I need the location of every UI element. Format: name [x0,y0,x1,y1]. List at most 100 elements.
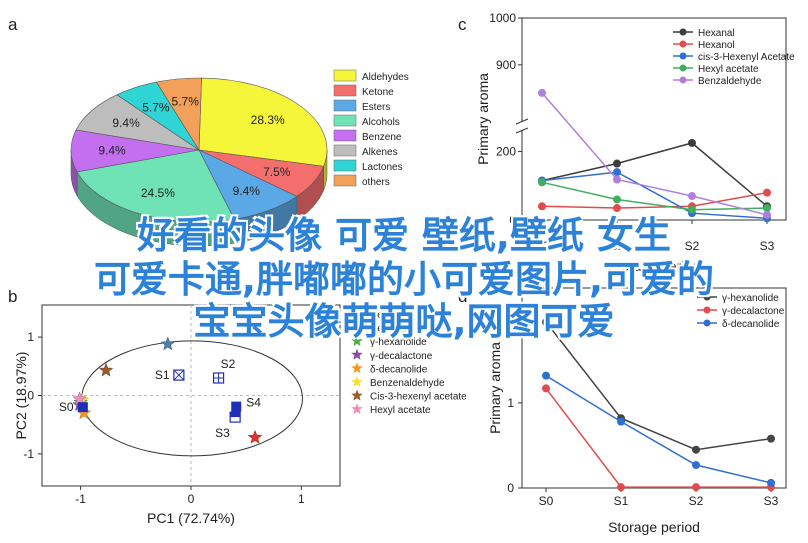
data-point-hexyl-acetate [613,195,621,204]
panel-letter-c: c [458,15,467,34]
series-line-hexanolide [545,321,772,451]
legend-swatch-esters [333,99,357,112]
legend-swatch-ketone [333,84,357,97]
data-point-benzaldehyde [763,210,771,219]
y-tick-label: 0 [509,213,516,227]
sample-label-s3: S3 [215,426,230,440]
x-tick-label: S3 [764,494,779,508]
legend-star-hexanal [351,321,363,333]
data-point-hexanol [613,204,621,213]
pie-slice-others [156,77,202,151]
x-tick-label: S0 [539,494,554,508]
legend-swatch-others [333,174,357,187]
legend-label-hexyl-acetate: Hexyl acetate [698,64,759,75]
y-tick-label: -1 [23,447,34,461]
legend-label-lactones: Lactones [362,162,403,173]
x-axis-label: Storage period [608,258,700,274]
legend-label-alkenes: Alkenes [362,147,398,158]
data-point-cis-3-hexenyl-acetate [613,168,621,177]
sample-cross [173,369,185,381]
sample-marker-s3 [229,411,241,423]
legend-swatch-lactones [333,159,357,172]
y-tick-label: 0 [27,389,34,403]
data-point-hexanolide [692,445,700,454]
pie-label-ketone: 7.5% [263,165,291,179]
legend-swatch-alkenes [333,144,357,157]
loading-star-hexyl-acetate [72,391,87,406]
series-line-hexanol [541,191,768,209]
pie-chart-panel: 28.3%7.5%9.4%24.5%9.4%9.4%5.7% 5.7%Aldehy… [70,69,409,247]
overlay-caption-line-3: 宝宝头像萌萌哒,网图可爱 [193,300,615,343]
legend-label-benzene: Benzene [362,132,402,143]
legend-label-cis-3-hexenyl-acetate: Cis-3-hexenyl acetate [370,392,467,403]
legend-marker-cis-3-hexenyl-acetate [679,52,687,60]
data-point-hexyl-acetate [538,178,546,187]
sample-label-s1: S1 [155,368,170,382]
x-tick-label: -1 [75,492,86,506]
y-axis-label: PC2 (18.97%) [13,352,29,440]
sample-marker-s0 [77,402,88,413]
data-point-hexanol [763,188,771,197]
data-point-hexyl-acetate [688,205,696,214]
series-line-decanolide [545,375,772,484]
legend-label-decanolide: δ-decanolide [722,319,780,330]
series-line-cis-3-hexenyl-acetate [541,171,768,220]
legend-label-others: others [362,177,390,188]
loading-star-hexanal [160,336,176,351]
legend-label-esters: Esters [362,102,390,113]
y-axis-label: Primary aroma [487,342,503,434]
data-point-decalactone [692,483,700,492]
legend-swatch-aldehydes [333,69,357,82]
legend-star-benzenaldehyde [351,376,363,387]
legend-label-hexanol: Hexanol [370,310,407,321]
pie-label-aldehydes: 28.3% [251,113,285,127]
legend-star-hexanolide [351,335,363,347]
legend-label-decalactone: γ-decalactone [722,306,785,317]
legend-star-hexyl-acetate [351,403,363,415]
x-tick-label: S2 [685,239,700,253]
pie-slice-benzene [70,129,200,173]
pie-label-others: 5.7% [172,95,200,109]
x-tick-label: S1 [614,494,629,508]
y-tick-label: 2 [507,311,514,325]
series-line-decalactone [545,387,771,488]
legend-label-ketone: Ketone [362,87,394,98]
y-tick-label: 1000 [489,11,516,25]
legend-label-decanolide: δ-decanolide [370,364,428,375]
legend-star-hexanol [351,308,363,319]
data-point-hexanal [613,159,621,168]
data-point-hexyl-acetate [763,204,771,213]
legend-swatch-alcohols [333,114,357,127]
x-tick-label: S3 [760,239,775,253]
sample-half [230,412,241,418]
sample-marker-s4 [231,401,242,412]
legend-label-benzenaldehyde: Benzenaldehyde [370,378,445,389]
legend-label-hexanal: Hexanal [698,28,735,39]
data-point-decalactone [617,483,625,492]
overlay-caption-line-2: 可爱卡通,胖嘟嘟的小可爱图片,可爱的 [93,258,715,301]
legend-marker-hexanolide [703,293,711,301]
sample-label-s2: S2 [221,357,236,371]
series-line-hexyl-acetate [541,181,768,211]
data-point-decanolide [692,461,700,470]
data-point-hexanolide [542,318,550,327]
x-tick-label: 0 [188,492,195,506]
data-point-decanolide [767,478,775,487]
sample-label-s4: S4 [246,396,261,410]
data-point-decalactone [542,384,550,393]
series-line-hexanal [541,142,768,207]
panel-letter-d: d [458,287,467,306]
pie-slice-alcohols [76,149,235,223]
sample-marker-s1 [173,369,185,381]
y-tick-label: 200 [496,145,516,159]
plot-frame [521,287,787,489]
legend-marker-benzaldehyde [679,76,687,84]
x-tick-label: 1 [298,492,305,506]
y-tick-label: 0 [507,481,514,495]
pie-label-lactones: 5.7% [142,101,170,115]
legend-marker-hexyl-acetate [679,64,687,72]
plot-frame [521,17,787,221]
sample-square [77,402,88,413]
axis-break-gap [516,122,528,130]
pie-label-esters: 9.4% [233,184,261,198]
